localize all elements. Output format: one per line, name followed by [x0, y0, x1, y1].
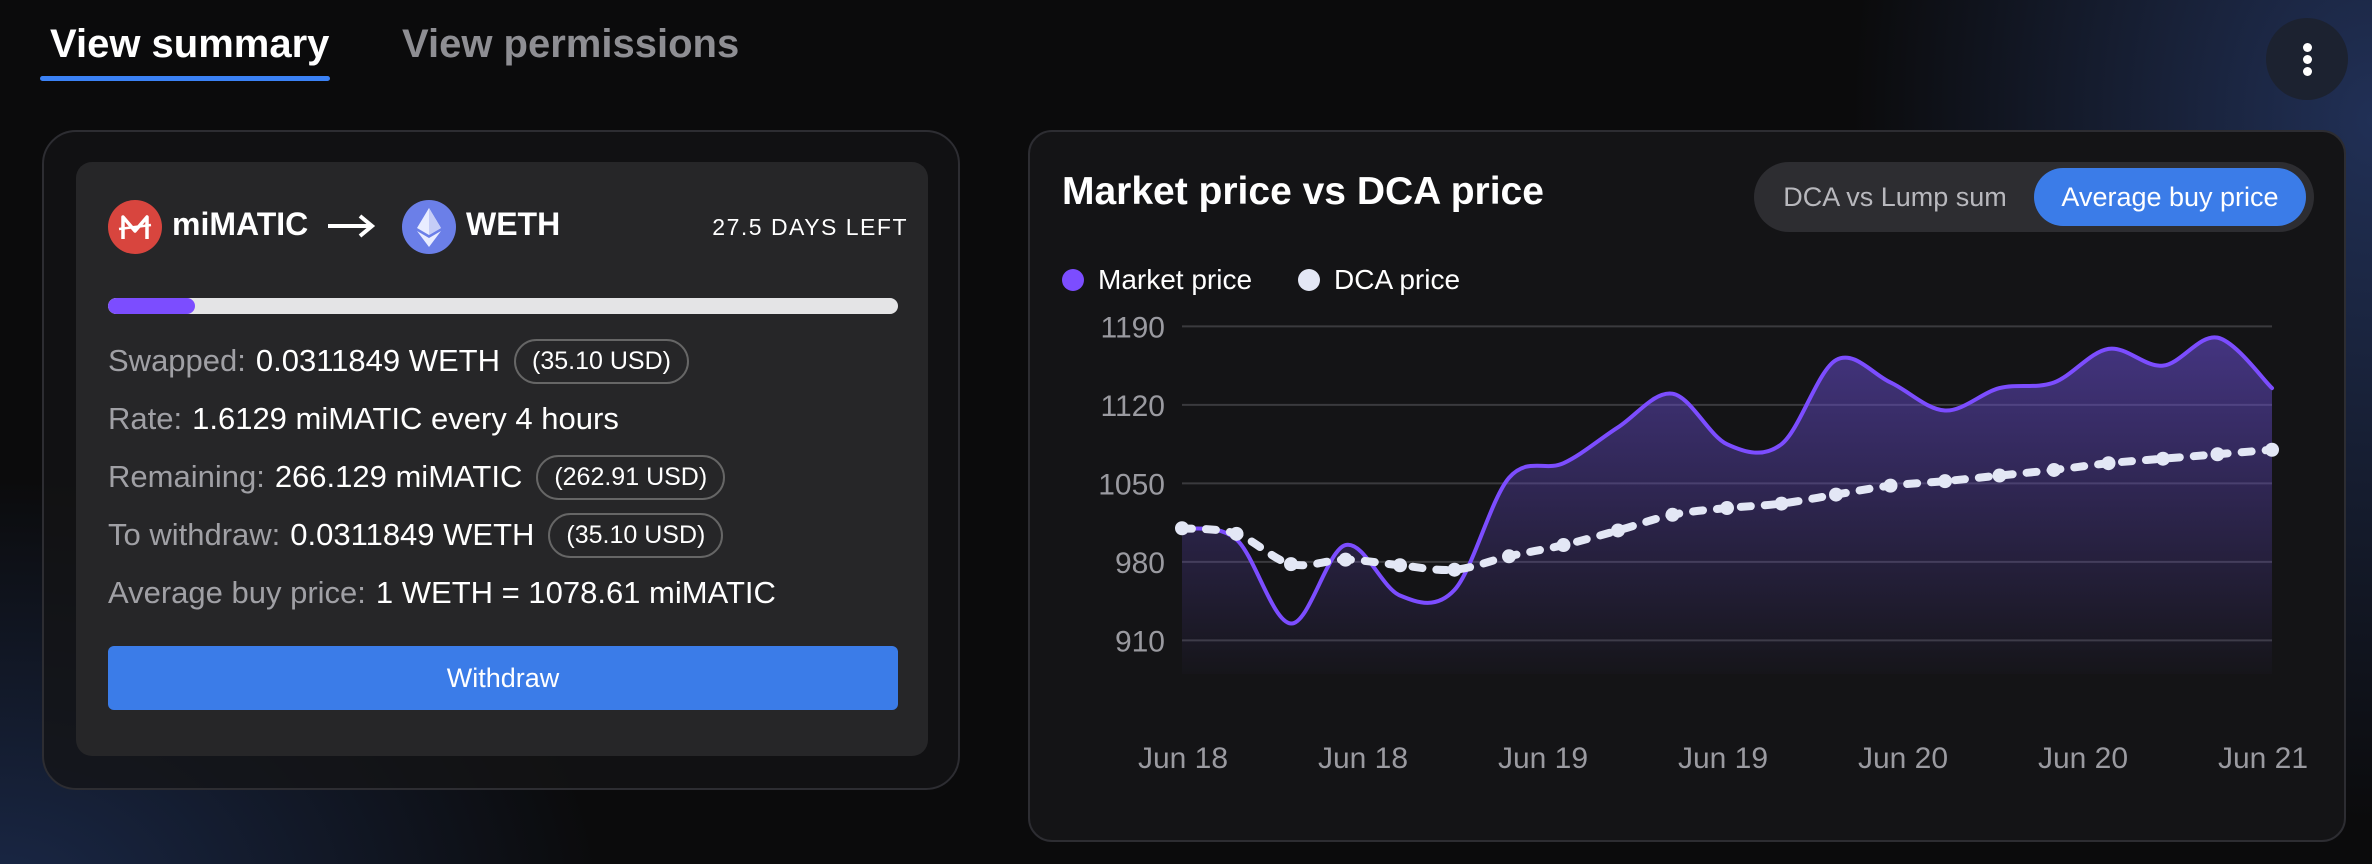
dca-point-3[interactable] [1338, 552, 1353, 567]
y-tick-label-1: 980 [1115, 547, 1165, 580]
to-withdraw-row: To withdraw: 0.0311849 WETH (35.10 USD) [108, 510, 724, 560]
dca-point-14[interactable] [1938, 474, 1952, 489]
tab-view-permissions[interactable]: View permissions [392, 22, 749, 67]
remaining-label: Remaining: [108, 459, 265, 494]
series-line-0 [1180, 335, 2274, 626]
dca-point-8[interactable] [1611, 523, 1625, 538]
ethereum-icon [402, 200, 456, 254]
dca-point-7[interactable] [1556, 538, 1571, 553]
rate-value: 1.6129 miMATIC every 4 hours [192, 401, 619, 436]
chart-title: Market price vs DCA price [1062, 170, 1544, 213]
dca-point-1[interactable] [1229, 526, 1244, 541]
dca-point-4[interactable] [1393, 558, 1407, 573]
chart-mode-toggle: DCA vs Lump sum Average buy price [1754, 162, 2314, 232]
y-tick-label-2: 1050 [1098, 468, 1165, 501]
withdraw-button[interactable]: Withdraw [108, 646, 898, 710]
dca-point-19[interactable] [2210, 447, 2225, 462]
swapped-value: 0.0311849 WETH [255, 343, 501, 378]
legend-dot-dca-price [1298, 269, 1320, 291]
x-tick-label-1: Jun 18 [1318, 742, 1408, 775]
dca-point-16[interactable] [2047, 462, 2061, 477]
average-buy-price-row: Average buy price: 1 WETH = 1078.61 miMA… [108, 568, 776, 618]
chart-card: Market price vs DCA price DCA vs Lump su… [1028, 130, 2346, 842]
from-token-symbol: miMATIC [172, 206, 309, 242]
x-tick-label-2: Jun 19 [1498, 742, 1588, 775]
legend-label-market-price: Market price [1098, 264, 1253, 295]
dca-point-17[interactable] [2101, 456, 2116, 471]
dca-point-6[interactable] [1502, 549, 1516, 564]
swap-progress-fill [108, 298, 195, 314]
dca-point-5[interactable] [1447, 562, 1462, 577]
x-tick-label-6: Jun 21 [2218, 742, 2308, 775]
active-tab-indicator [40, 76, 330, 81]
swapped-usd-badge: (35.10 USD) [514, 338, 689, 384]
dca-point-0[interactable] [1175, 521, 1189, 536]
toggle-average-buy-price[interactable]: Average buy price [2034, 168, 2306, 226]
remaining-row: Remaining: 266.129 miMATIC (262.91 USD) [108, 452, 726, 502]
legend-market-price[interactable]: Market price [1062, 264, 1252, 296]
legend-dca-price[interactable]: DCA price [1298, 264, 1460, 296]
legend-dot-market-price [1062, 269, 1084, 291]
x-tick-label-0: Jun 18 [1138, 742, 1228, 775]
y-tick-label-0: 910 [1115, 625, 1165, 658]
position-card: miMATIC WETH 27.5 DAYS LEFT [42, 130, 960, 790]
tab-view-summary[interactable]: View summary [40, 22, 339, 67]
x-tick-label-4: Jun 20 [1858, 742, 1948, 775]
to-withdraw-label: To withdraw: [108, 517, 281, 552]
to-withdraw-value: 0.0311849 WETH [290, 517, 535, 552]
dca-point-18[interactable] [2156, 451, 2170, 466]
mimatic-icon [108, 200, 162, 254]
legend-label-dca-price: DCA price [1334, 264, 1461, 295]
remaining-usd-badge: (262.91 USD) [536, 454, 726, 500]
y-tick-label-4: 1190 [1100, 311, 1165, 344]
x-tick-label-3: Jun 19 [1678, 742, 1768, 775]
price-chart: 910 980 1050 1120 1190 Jun 18 Jun 18 Jun 19 Jun … [1098, 311, 2308, 775]
x-tick-label-5: Jun 20 [2038, 742, 2128, 775]
more-options-button[interactable] [2266, 18, 2348, 100]
swapped-row: Swapped: 0.0311849 WETH (35.10 USD) [108, 336, 689, 386]
dca-point-9[interactable] [1665, 507, 1680, 522]
dca-point-15[interactable] [1992, 468, 2007, 483]
dca-point-13[interactable] [1883, 478, 1898, 493]
arrow-right-icon [326, 206, 378, 246]
token-pair: miMATIC WETH 27.5 DAYS LEFT [108, 200, 908, 254]
swap-progress-bar [108, 298, 898, 314]
to-token-symbol: WETH [466, 206, 561, 242]
dca-point-20[interactable] [2265, 442, 2279, 457]
days-left-label: 27.5 DAYS LEFT [712, 214, 908, 240]
remaining-value: 266.129 miMATIC [274, 459, 523, 494]
average-buy-price-value: 1 WETH = 1078.61 miMATIC [375, 575, 776, 610]
dca-point-2[interactable] [1284, 557, 1298, 572]
toggle-dca-vs-lump-sum[interactable]: DCA vs Lump sum [1760, 168, 2030, 226]
rate-row: Rate: 1.6129 miMATIC every 4 hours [108, 394, 619, 444]
dca-point-12[interactable] [1829, 487, 1843, 502]
average-buy-price-label: Average buy price: [108, 575, 366, 610]
position-summary: miMATIC WETH 27.5 DAYS LEFT [76, 162, 928, 756]
to-withdraw-usd-badge: (35.10 USD) [548, 512, 724, 558]
dca-point-11[interactable] [1774, 496, 1789, 511]
rate-label: Rate: [108, 401, 183, 436]
swapped-label: Swapped: [108, 343, 246, 378]
dca-point-10[interactable] [1720, 501, 1734, 516]
y-tick-label-3: 1120 [1100, 390, 1165, 423]
